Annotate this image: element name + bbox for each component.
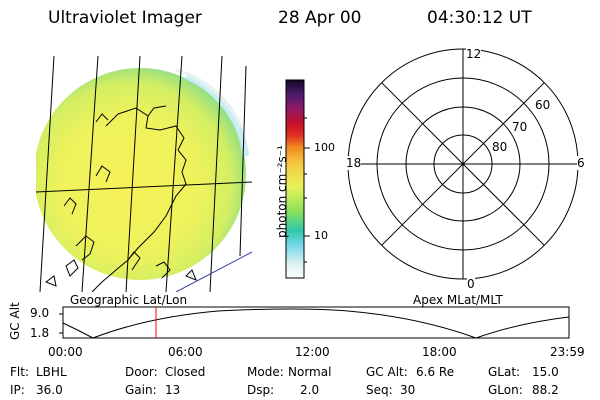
info-gain-key: Gain:	[125, 383, 157, 397]
observation-date: 28 Apr 00	[278, 8, 362, 28]
time-tick-06: 06:00	[168, 345, 203, 359]
time-tick-18: 18:00	[422, 345, 457, 359]
info-dsp-value: 2.0	[300, 383, 320, 397]
uv-earth-image	[36, 56, 252, 292]
time-tick-00: 00:00	[48, 345, 83, 359]
right-panel-caption: Apex MLat/MLT	[413, 293, 503, 307]
colorbar-tick-10: 10	[314, 229, 328, 242]
info-dsp-key: Dsp:	[247, 383, 275, 397]
info-flt-key: Flt:	[10, 365, 29, 379]
info-gain-value: 13	[165, 383, 181, 397]
time-tick-12: 12:00	[295, 345, 330, 359]
altitude-orbit-plot	[59, 306, 570, 339]
info-mode-value: Normal	[288, 365, 332, 379]
info-ip-value: 36.0	[36, 383, 63, 397]
info-door-key: Door:	[125, 365, 158, 379]
info-glon-key: GLon:	[488, 383, 523, 397]
mlt-label-0: 0	[467, 277, 475, 291]
time-tick-2359: 23:59	[550, 345, 585, 359]
instrument-title: Ultraviolet Imager	[48, 8, 202, 28]
info-gcalt-value: 6.6 Re	[416, 365, 455, 379]
mlat-label-70: 70	[512, 120, 528, 134]
info-flt-value: LBHL	[36, 365, 67, 379]
mlat-label-80: 80	[492, 140, 508, 154]
altitude-curve	[62, 308, 570, 339]
colorbar-tick-100: 100	[314, 141, 335, 154]
earth-disk	[36, 68, 246, 280]
info-ip-key: IP:	[10, 383, 25, 397]
color-scale-bar	[285, 79, 310, 279]
info-seq-value: 30	[400, 383, 416, 397]
info-glat-key: GLat:	[488, 365, 521, 379]
colorbar-unit-label: photon cm⁻²s⁻¹	[275, 145, 289, 238]
info-door-value: Closed	[165, 365, 206, 379]
mlt-label-18: 18	[346, 156, 362, 170]
info-glon-value: 88.2	[532, 383, 559, 397]
alt-axis-label: GC Alt	[8, 302, 22, 340]
mlt-label-12: 12	[466, 47, 482, 61]
info-glat-value: 15.0	[532, 365, 559, 379]
alt-tick-1-8: 1.8	[30, 326, 50, 340]
alt-tick-9: 9.0	[30, 306, 50, 320]
polar-mlat-mlt-plot	[347, 48, 579, 280]
observation-time: 04:30:12 UT	[427, 8, 532, 28]
coastline	[63, 105, 187, 292]
info-seq-key: Seq:	[366, 383, 393, 397]
info-gcalt-key: GC Alt:	[366, 365, 408, 379]
left-panel-caption: Geographic Lat/Lon	[70, 293, 188, 307]
mlat-label-60: 60	[535, 98, 551, 112]
alt-plot-frame	[62, 306, 570, 339]
mlt-label-6: 6	[577, 156, 585, 170]
info-mode-key: Mode:	[247, 365, 284, 379]
